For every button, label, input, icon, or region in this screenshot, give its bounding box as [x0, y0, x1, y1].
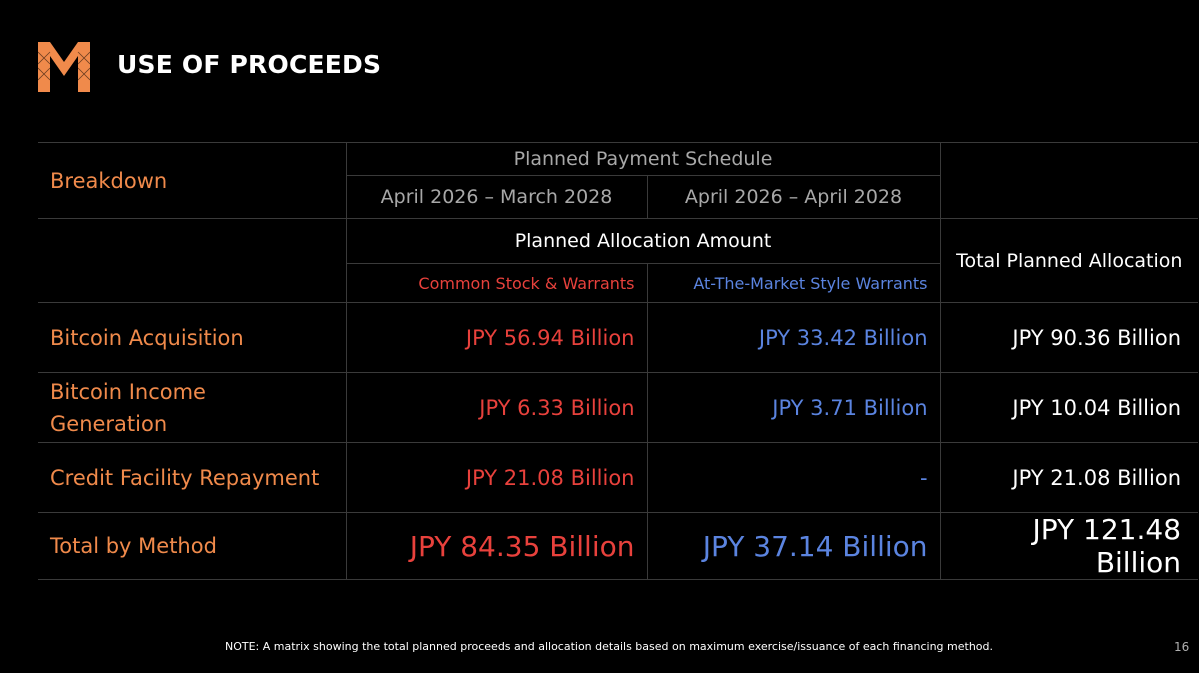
allocation-header: Planned Allocation Amount	[345, 218, 941, 264]
total-allocation-header: Total Planned Allocation	[939, 218, 1199, 303]
total-value: JPY 21.08 Billion	[939, 442, 1199, 513]
table-row: Bitcoin Income Generation JPY 6.33 Billi…	[38, 372, 1199, 443]
schedule-header: Planned Payment Schedule	[345, 142, 941, 176]
total-value: JPY 90.36 Billion	[939, 302, 1199, 373]
row-label: Bitcoin Income Generation	[38, 372, 346, 443]
method-1-header: Common Stock & Warrants	[345, 263, 647, 303]
method-1-value: JPY 56.94 Billion	[345, 302, 647, 373]
total-row-label: Total by Method	[38, 512, 346, 580]
period-1: April 2026 – March 2028	[345, 175, 647, 219]
empty-label-cell	[38, 218, 346, 303]
row-label: Credit Facility Repayment	[38, 442, 346, 513]
method-2-header: At-The-Market Style Warrants	[646, 263, 941, 303]
method-2-value: JPY 3.71 Billion	[646, 372, 941, 443]
total-method-2-value: JPY 37.14 Billion	[646, 512, 941, 580]
breakdown-label: Breakdown	[38, 142, 346, 219]
row-label-line-1: Bitcoin Income	[50, 379, 206, 404]
method-1-value: JPY 6.33 Billion	[345, 372, 647, 443]
empty-header-cell	[939, 142, 1199, 219]
method-2-value: JPY 33.42 Billion	[646, 302, 941, 373]
page-title: USE OF PROCEEDS	[117, 50, 382, 79]
total-method-1-value: JPY 84.35 Billion	[345, 512, 647, 580]
page-number: 16	[1174, 640, 1190, 654]
m-logo-icon	[38, 42, 90, 92]
table-row: Bitcoin Acquisition JPY 56.94 Billion JP…	[38, 302, 1199, 373]
total-value: JPY 10.04 Billion	[939, 372, 1199, 443]
method-1-value: JPY 21.08 Billion	[345, 442, 647, 513]
row-label: Bitcoin Acquisition	[38, 302, 346, 373]
method-2-value: -	[646, 442, 941, 513]
total-row: Total by Method JPY 84.35 Billion JPY 37…	[38, 512, 1199, 580]
period-2: April 2026 – April 2028	[646, 175, 941, 219]
row-label-line-2: Generation	[50, 411, 168, 436]
footnote: NOTE: A matrix showing the total planned…	[225, 640, 994, 653]
proceeds-table: Breakdown Planned Payment Schedule April…	[38, 142, 1199, 580]
table-row: Credit Facility Repayment JPY 21.08 Bill…	[38, 442, 1199, 513]
grand-total-value: JPY 121.48 Billion	[939, 512, 1199, 580]
